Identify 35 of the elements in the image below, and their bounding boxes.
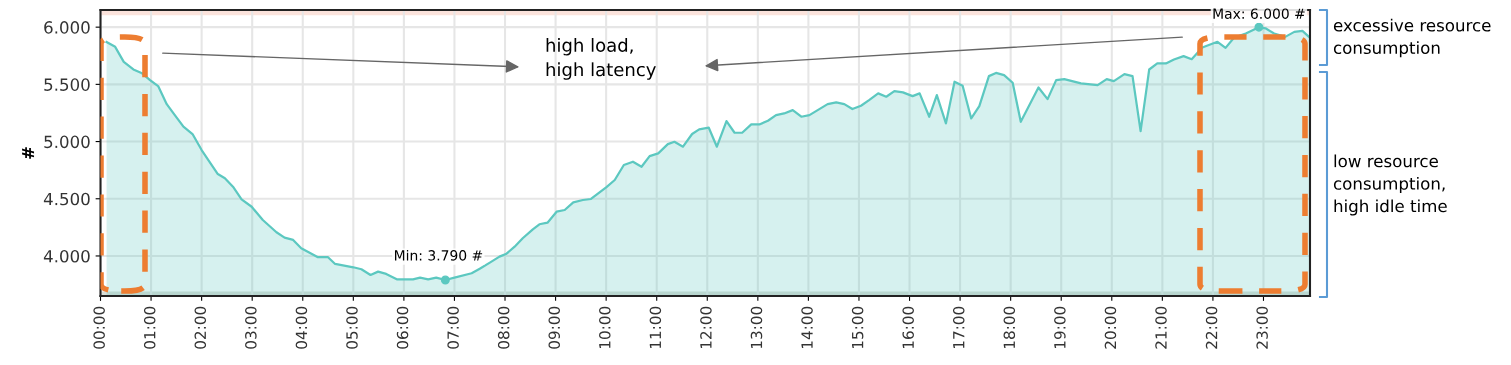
- x-tick-label: 22:00: [1205, 306, 1218, 349]
- text: excessive resource consumption: [1333, 18, 1491, 58]
- annotation: high load, high latency: [546, 38, 656, 80]
- x-tick-label: 05:00: [346, 306, 358, 349]
- x-tick-label: 11:00: [649, 306, 662, 349]
- x-tick-label: 15:00: [851, 306, 864, 349]
- x-tick-label: 02:00: [194, 306, 207, 349]
- x-tick-label: 21:00: [1155, 306, 1167, 349]
- x-tick-label: 13:00: [750, 306, 763, 349]
- annotation: Min: 3.790 #: [394, 249, 483, 261]
- y-tick-label: 4.500: [43, 192, 90, 206]
- y-axis-title: #: [22, 147, 35, 159]
- x-tick-label: 19:00: [1054, 306, 1066, 349]
- y-tick-label: 5.000: [44, 135, 90, 149]
- x-tick-label: 04:00: [295, 306, 308, 349]
- x-tick-label: 07:00: [447, 306, 459, 349]
- y-tick-label: 5.500: [44, 78, 90, 91]
- x-tick-label: 00:00: [93, 306, 105, 349]
- x-tick-label: 08:00: [497, 306, 510, 349]
- x-tick-label: 01:00: [143, 306, 156, 349]
- y-tick-label: 4.000: [43, 249, 90, 263]
- x-tick-label: 14:00: [801, 306, 813, 349]
- x-tick-label: 03:00: [245, 306, 257, 349]
- x-tick-label: 23:00: [1256, 306, 1268, 349]
- text: low resource consumption, high idle time: [1333, 154, 1447, 216]
- x-tick-label: 09:00: [548, 306, 561, 349]
- y-tick-label: 6.000: [44, 21, 90, 34]
- x-tick-label: 10:00: [599, 306, 611, 349]
- x-tick-label: 20:00: [1104, 306, 1117, 349]
- x-tick-label: 18:00: [1003, 306, 1016, 349]
- x-tick-label: 06:00: [396, 306, 409, 349]
- annotation: Max: 6.000 #: [1213, 8, 1305, 19]
- x-tick-label: 16:00: [902, 306, 914, 349]
- x-tick-label: 12:00: [700, 306, 712, 349]
- x-tick-label: 17:00: [952, 306, 965, 349]
